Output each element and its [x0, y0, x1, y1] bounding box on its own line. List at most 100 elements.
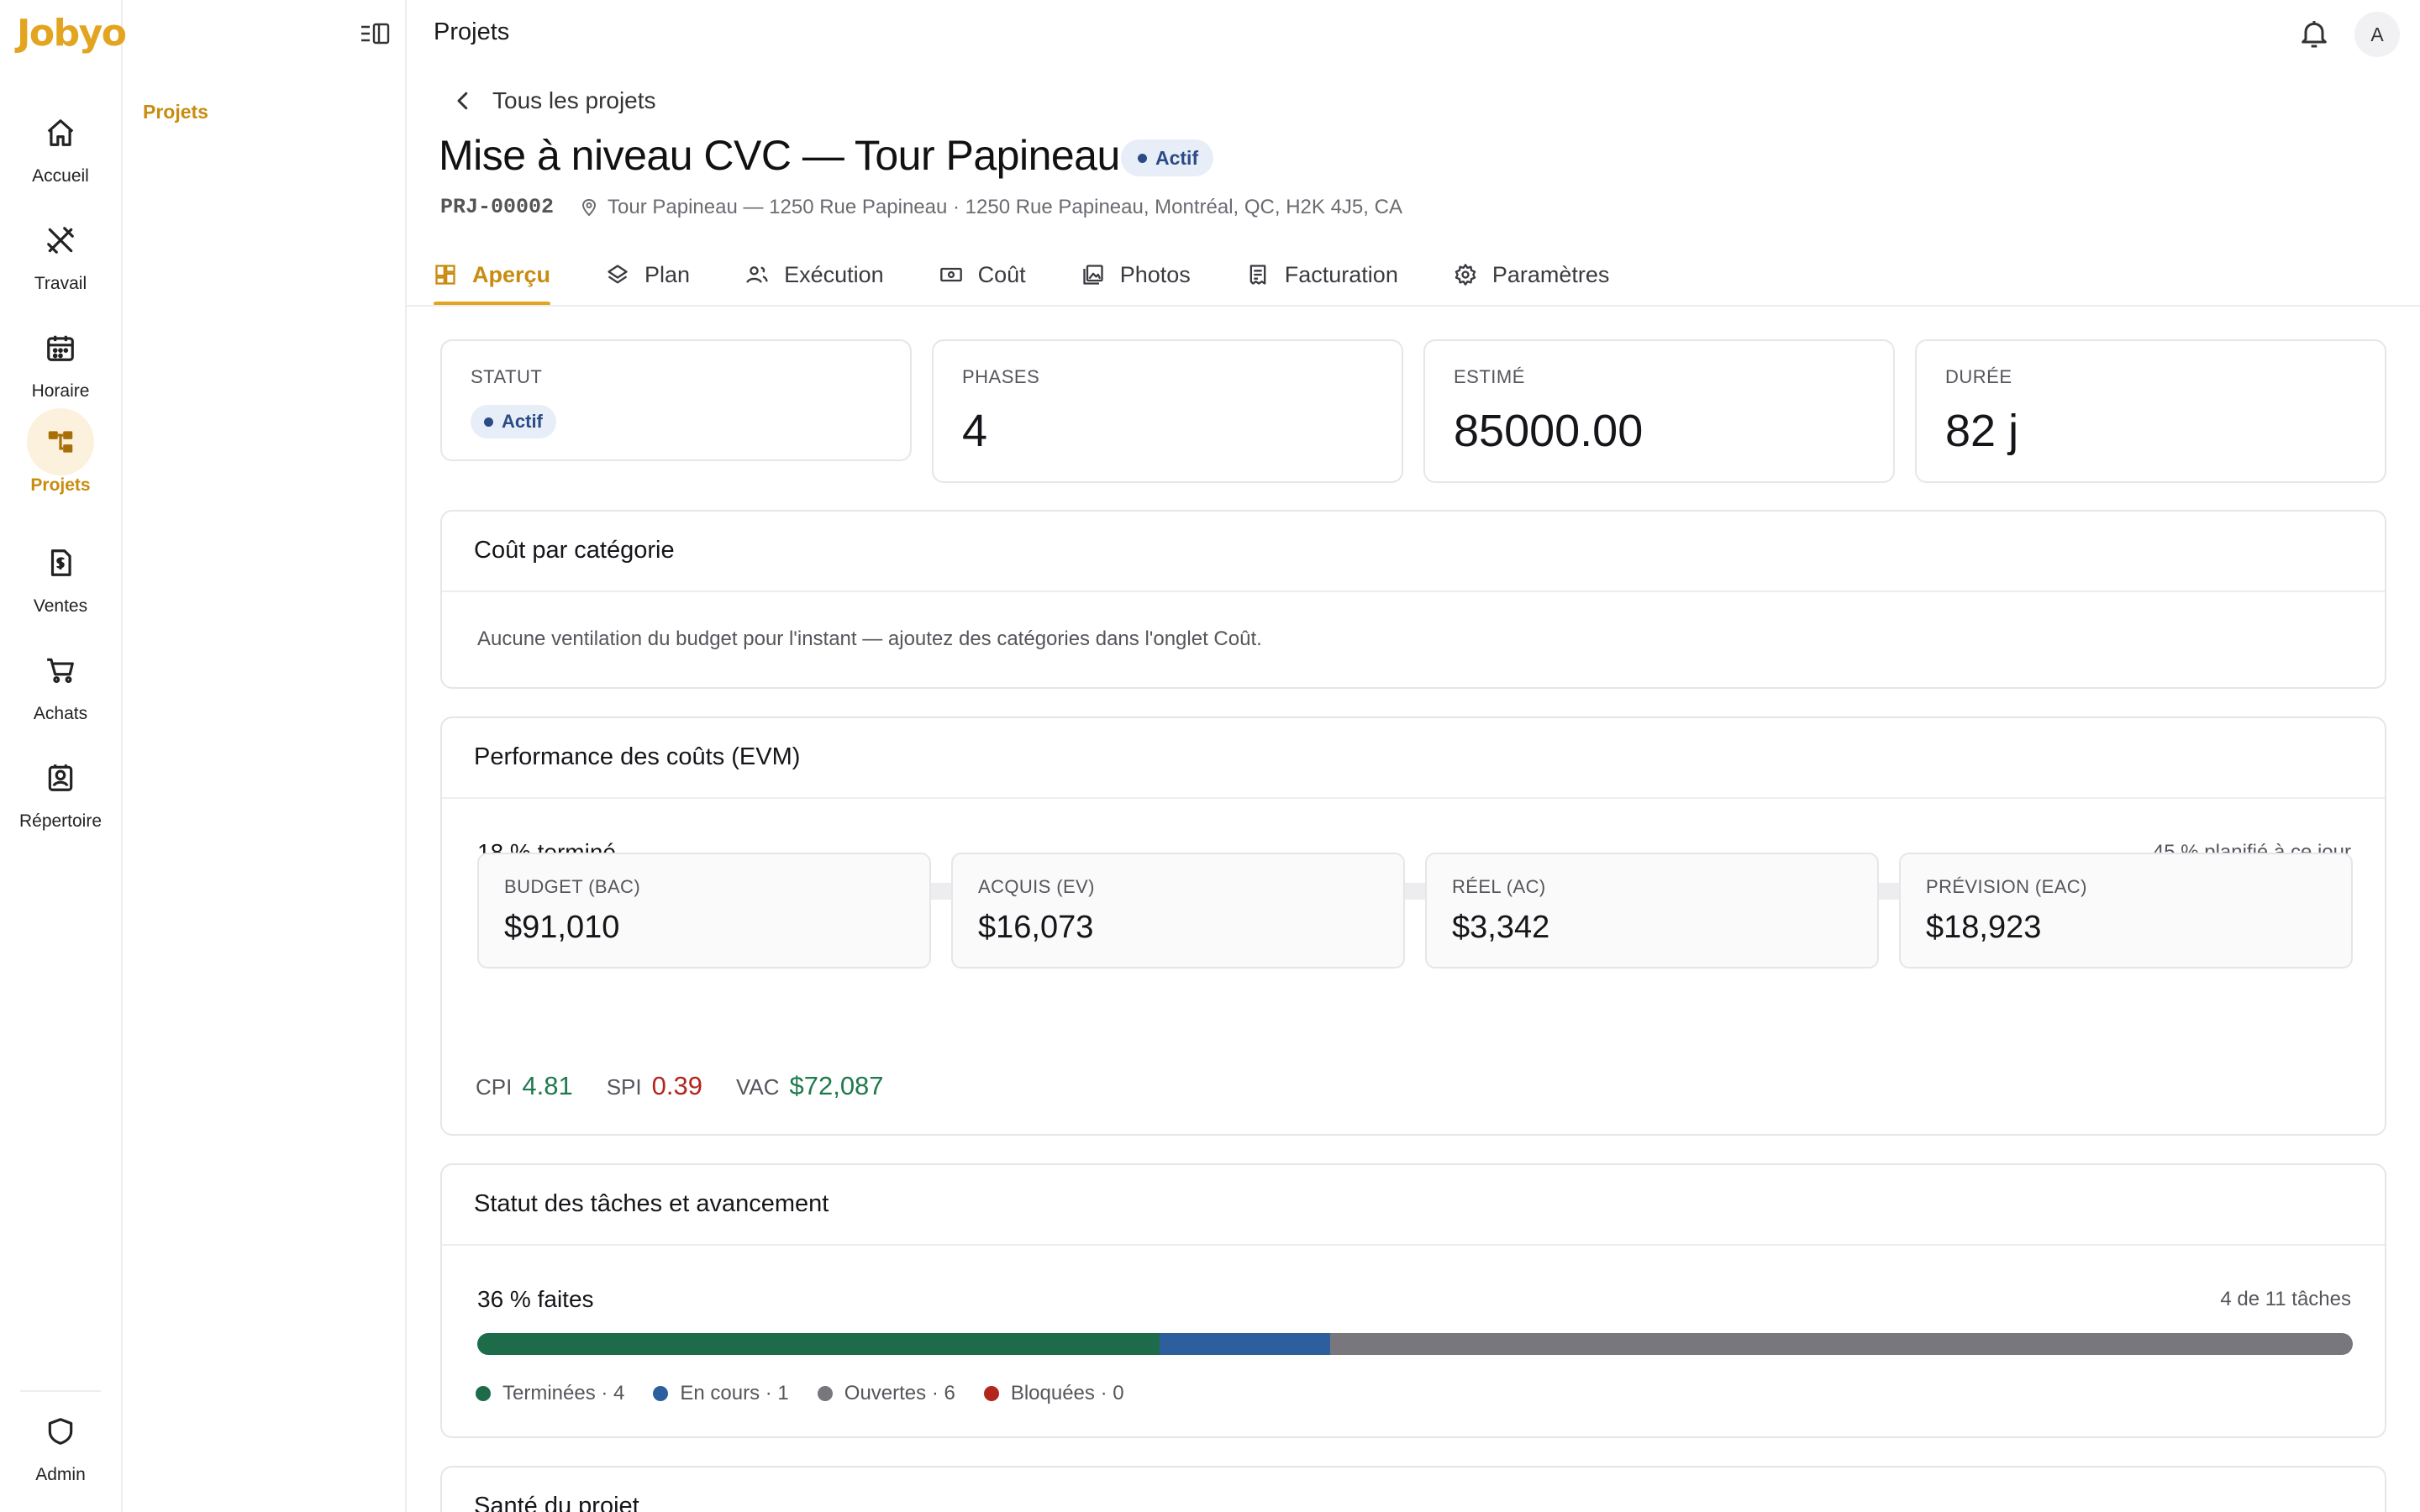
tab-facturation[interactable]: Facturation	[1246, 244, 1398, 306]
rail-label: Travail	[34, 274, 87, 293]
empty-state-text: Aucune ventilation du budget pour l'inst…	[477, 627, 1262, 650]
rail-item-horaire[interactable]: Horaire	[0, 314, 121, 407]
location-pin-icon	[582, 198, 597, 216]
rail-item-achats[interactable]: Achats	[0, 637, 121, 729]
legend-label: Ouvertes · 6	[844, 1382, 955, 1404]
rail-item-accueil[interactable]: Accueil	[0, 99, 121, 192]
tab-label: Facturation	[1284, 261, 1398, 287]
back-label: Tous les projets	[492, 87, 656, 113]
rail-item-travail[interactable]: Travail	[0, 207, 121, 299]
contacts-icon	[27, 744, 94, 811]
evm-card: Performance des coûts (EVM) 18 % terminé…	[440, 717, 2386, 1136]
metric-label: PRÉVISION (EAC)	[1926, 876, 2087, 897]
metric-label: BUDGET (BAC)	[504, 876, 641, 897]
evm-indices: CPI 4.81 SPI 0.39 VAC $72,087	[476, 1071, 918, 1101]
tab-label: Plan	[644, 261, 691, 287]
back-link[interactable]: Tous les projets	[450, 87, 656, 114]
tab-parametres[interactable]: Paramètres	[1454, 244, 1610, 306]
rail-item-repertoire[interactable]: Répertoire	[0, 744, 121, 837]
legend-label: Terminées · 4	[502, 1382, 625, 1404]
rail-item-projets[interactable]: Projets	[0, 408, 121, 501]
status-badge-label: Actif	[502, 411, 543, 432]
rail-label: Répertoire	[18, 811, 103, 831]
status-badge: Actif	[471, 405, 556, 438]
rail-label: Admin	[35, 1465, 86, 1484]
tab-apercu[interactable]: Aperçu	[434, 244, 551, 306]
status-badge: Actif	[1121, 139, 1214, 176]
cpi-label: CPI	[476, 1074, 513, 1100]
topbar-title: Projets	[434, 18, 510, 45]
status-dot	[484, 417, 493, 427]
legend-item: Terminées · 4	[476, 1382, 624, 1405]
vac-value: $72,087	[789, 1071, 884, 1100]
card-title: Statut des tâches et avancement	[474, 1190, 829, 1217]
tab-cout[interactable]: Coût	[939, 244, 1026, 306]
rail-divider	[20, 1390, 101, 1392]
cpi-value: 4.81	[522, 1071, 573, 1100]
kpi-label: PHASES	[962, 366, 1040, 387]
people-icon	[746, 266, 768, 283]
money-icon	[939, 267, 962, 282]
legend-dot	[653, 1386, 669, 1401]
collapse-sidebar-button[interactable]	[358, 20, 392, 47]
tabs-divider	[407, 305, 2420, 307]
tab-photos[interactable]: Photos	[1081, 244, 1191, 306]
home-icon	[27, 99, 94, 166]
app-logo[interactable]: Jobyo	[17, 12, 127, 55]
project-code: PRJ-00002	[440, 195, 555, 219]
kpi-label: DURÉE	[1945, 366, 2012, 387]
grid-icon	[435, 265, 455, 285]
task-bar-segment	[1329, 1333, 2353, 1355]
receipt-icon	[1249, 265, 1266, 285]
rail-item-admin[interactable]: Admin	[0, 1398, 121, 1490]
legend-label: Bloquées · 0	[1010, 1382, 1124, 1404]
secondary-sidebar: Projets	[123, 0, 407, 1512]
rail-label: Accueil	[32, 166, 89, 186]
tasks-stacked-bar	[477, 1333, 2353, 1355]
legend-item: Bloquées · 0	[983, 1382, 1124, 1405]
kpi-card-statut: STATUT Actif	[440, 339, 912, 461]
project-tabs: Aperçu Plan Exécution Coût Photos Factur…	[434, 244, 1665, 306]
kpi-card-estime: ESTIMÉ 85000.00	[1423, 339, 1895, 483]
kpi-value: 82 j	[1945, 406, 2019, 456]
metric-label: RÉEL (AC)	[1452, 876, 1546, 897]
metric-value: $18,923	[1926, 910, 2042, 945]
metric-label: ACQUIS (EV)	[978, 876, 1095, 897]
tab-label: Photos	[1119, 261, 1191, 287]
rail-item-ventes[interactable]: Ventes	[0, 529, 121, 622]
notifications-button[interactable]	[2297, 17, 2331, 50]
task-bar-segment	[477, 1333, 1160, 1355]
evm-metric-forecast: PRÉVISION (EAC) $18,923	[1899, 853, 2353, 969]
tab-label: Aperçu	[472, 261, 551, 287]
spi-label: SPI	[606, 1074, 642, 1100]
gear-icon	[1455, 264, 1476, 286]
cost-by-category-card: Coût par catégorie Aucune ventilation du…	[440, 510, 2386, 689]
chevron-left-icon	[457, 92, 468, 110]
vac-label: VAC	[735, 1074, 780, 1100]
project-health-card: Santé du projet	[440, 1466, 2386, 1512]
sidebar-toggle-icon	[361, 23, 390, 45]
tab-plan[interactable]: Plan	[606, 244, 690, 306]
tab-execution[interactable]: Exécution	[745, 244, 884, 306]
legend-dot	[817, 1386, 833, 1401]
task-status-card: Statut des tâches et avancement 36 % fai…	[440, 1163, 2386, 1438]
project-location: Tour Papineau — 1250 Rue Papineau · 1250…	[608, 195, 1402, 218]
kpi-card-phases: PHASES 4	[932, 339, 1403, 483]
card-title: Performance des coûts (EVM)	[474, 743, 801, 770]
kpi-value: 4	[962, 406, 988, 456]
user-avatar[interactable]: A	[2354, 12, 2400, 57]
tab-label: Paramètres	[1491, 261, 1610, 287]
legend-item: Ouvertes · 6	[817, 1382, 955, 1405]
subnav-item-projets[interactable]: Projets	[143, 101, 208, 123]
card-title: Coût par catégorie	[474, 537, 675, 564]
legend-item: En cours · 1	[653, 1382, 789, 1405]
status-badge-label: Actif	[1155, 146, 1199, 169]
card-title: Santé du projet	[474, 1493, 639, 1512]
card-header: Statut des tâches et avancement	[442, 1165, 2385, 1246]
tasks-legend: Terminées · 4 En cours · 1 Ouvertes · 6 Blo…	[476, 1382, 1153, 1405]
metric-value: $3,342	[1452, 910, 1550, 945]
tab-label: Exécution	[784, 261, 884, 287]
card-header: Performance des coûts (EVM)	[442, 718, 2385, 799]
evm-metric-earned: ACQUIS (EV) $16,073	[951, 853, 1405, 969]
shield-icon	[27, 1398, 94, 1465]
